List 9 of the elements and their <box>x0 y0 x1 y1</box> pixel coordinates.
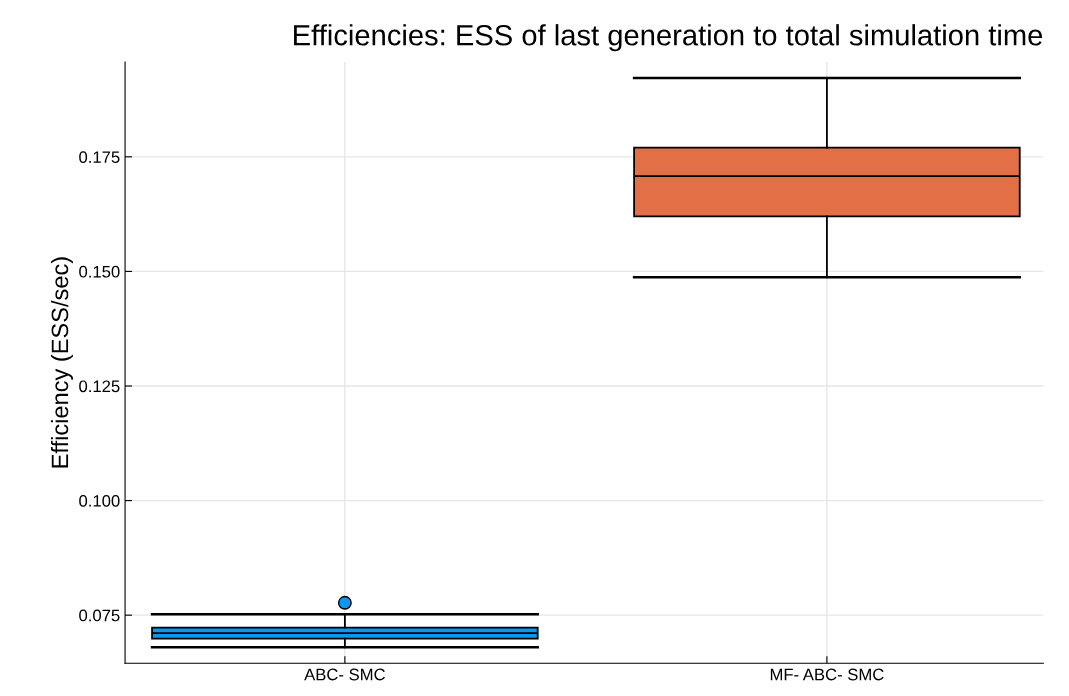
y-tick-label: 0.075 <box>79 609 120 622</box>
y-axis-title: Efficiency (ESS/sec) <box>50 257 73 468</box>
y-tick-label: 0.100 <box>79 494 120 507</box>
x-tick-label: MF- ABC- SMC <box>770 668 884 681</box>
x-tick-label: ABC- SMC <box>304 668 385 681</box>
y-tick-label: 0.175 <box>79 151 120 164</box>
chart-title: Efficiencies: ESS of last generation to total simulation time <box>294 24 1043 52</box>
y-tick-label: 0.125 <box>79 380 120 393</box>
y-tick-label: 0.150 <box>79 265 120 278</box>
